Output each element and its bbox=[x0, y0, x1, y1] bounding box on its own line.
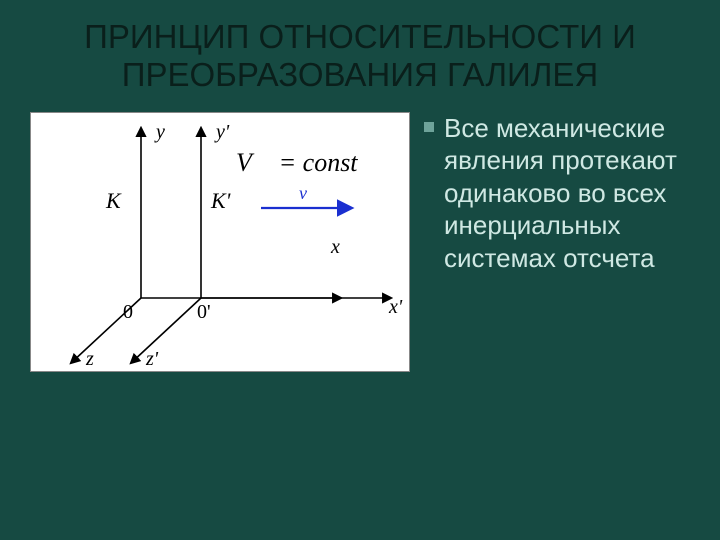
svg-text:y': y' bbox=[214, 121, 230, 143]
svg-text:0: 0 bbox=[123, 301, 133, 323]
svg-text:z': z' bbox=[145, 348, 159, 370]
slide: ПРИНЦИП ОТНОСИТЕЛЬНОСТИ И ПРЕОБРАЗОВАНИЯ… bbox=[0, 0, 720, 540]
svg-text:K: K bbox=[105, 188, 122, 213]
svg-text:y: y bbox=[154, 121, 165, 143]
svg-text:x': x' bbox=[388, 296, 403, 318]
svg-text:v⃗: v⃗ bbox=[299, 183, 321, 203]
svg-text:K': K' bbox=[210, 188, 231, 213]
bullet-item: Все механические явления протекают одина… bbox=[424, 112, 690, 275]
reference-frames-diagram: y x z y' x' z' 0 0' K K' v⃗ V⃗ = const bbox=[30, 112, 410, 372]
svg-text:z: z bbox=[85, 348, 94, 370]
bullet-square-icon bbox=[424, 122, 434, 132]
svg-text:0': 0' bbox=[197, 301, 211, 323]
svg-text:V⃗ = const: V⃗ = const bbox=[236, 148, 358, 177]
diagram-svg: y x z y' x' z' 0 0' K K' v⃗ V⃗ = const bbox=[31, 113, 411, 373]
content-row: y x z y' x' z' 0 0' K K' v⃗ V⃗ = const Все механиче… bbox=[30, 112, 690, 372]
bullet-text: Все механические явления протекают одина… bbox=[444, 112, 690, 275]
slide-title: ПРИНЦИП ОТНОСИТЕЛЬНОСТИ И ПРЕОБРАЗОВАНИЯ… bbox=[30, 18, 690, 94]
svg-text:x: x bbox=[330, 236, 340, 258]
bullet-block: Все механические явления протекают одина… bbox=[424, 112, 690, 275]
